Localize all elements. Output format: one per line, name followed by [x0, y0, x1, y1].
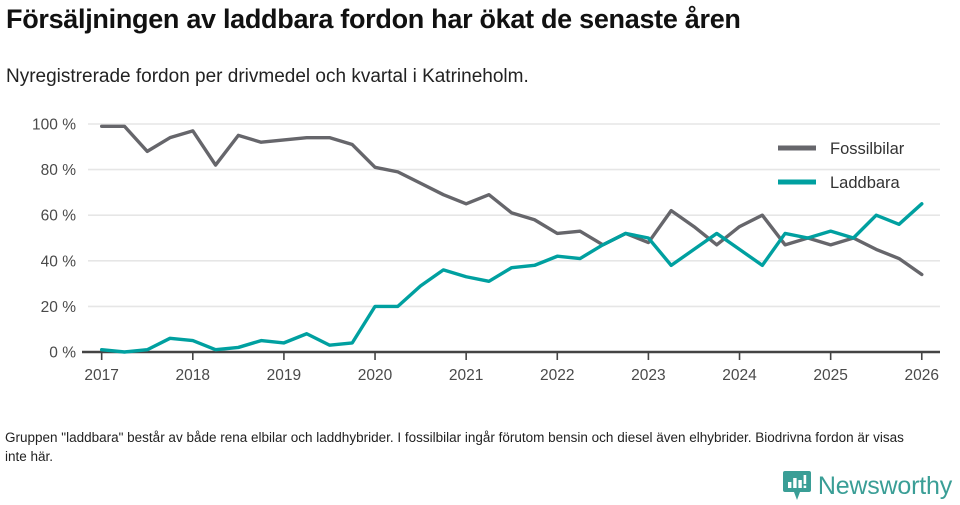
newsworthy-wordmark: Newsworthy — [817, 471, 952, 500]
x-axis-tick-label: 2022 — [540, 367, 574, 384]
x-axis-tick-label: 2026 — [905, 367, 939, 384]
y-axis-tick-label: 100 % — [32, 117, 76, 134]
chart-subtitle: Nyregistrerade fordon per drivmedel och … — [6, 66, 529, 87]
line-chart: 0 % 20 % 40 % 60 % 80 % 100 % 2017 2018 2019 202… — [0, 100, 960, 395]
legend-label-laddbara: Laddbara — [830, 174, 901, 192]
x-axis-tick-label: 2017 — [84, 367, 118, 384]
x-axis — [82, 350, 940, 360]
y-axis-tick-label: 40 % — [41, 253, 77, 270]
x-axis-tick-label: 2019 — [267, 367, 301, 384]
y-axis-labels: 0 % 20 % 40 % 60 % 80 % 100 % — [32, 117, 76, 362]
series-lines — [99, 124, 924, 354]
x-axis-tick-label: 2020 — [358, 367, 393, 384]
x-axis-labels: 2017 2018 2019 2020 2021 2022 2023 2024 2025 2026 — [84, 367, 939, 384]
series-line-laddbara — [99, 202, 924, 354]
x-axis-tick-label: 2021 — [449, 367, 483, 384]
chart-legend: Fossilbilar Laddbara — [778, 140, 905, 192]
y-axis-tick-label: 20 % — [41, 299, 77, 316]
x-axis-tick-label: 2025 — [813, 367, 847, 384]
legend-label-fossilbilar: Fossilbilar — [830, 140, 905, 158]
y-axis-tick-label: 0 % — [49, 345, 76, 362]
chart-svg: 0 % 20 % 40 % 60 % 80 % 100 % 2017 2018 2019 202… — [32, 117, 940, 384]
x-axis-tick-label: 2023 — [631, 367, 665, 384]
chart-footnote: Gruppen "laddbara" består av både rena e… — [5, 430, 904, 464]
series-line-fossilbilar — [99, 124, 924, 277]
newsworthy-logo[interactable]: Newsworthy — [782, 470, 952, 502]
y-axis-tick-label: 80 % — [41, 162, 77, 179]
newsworthy-mark-icon — [782, 471, 811, 500]
page-title: Försäljningen av laddbara fordon har öka… — [6, 4, 741, 34]
y-axis-tick-label: 60 % — [41, 208, 77, 225]
x-axis-tick-label: 2024 — [722, 367, 757, 384]
x-axis-tick-label: 2018 — [176, 367, 210, 384]
